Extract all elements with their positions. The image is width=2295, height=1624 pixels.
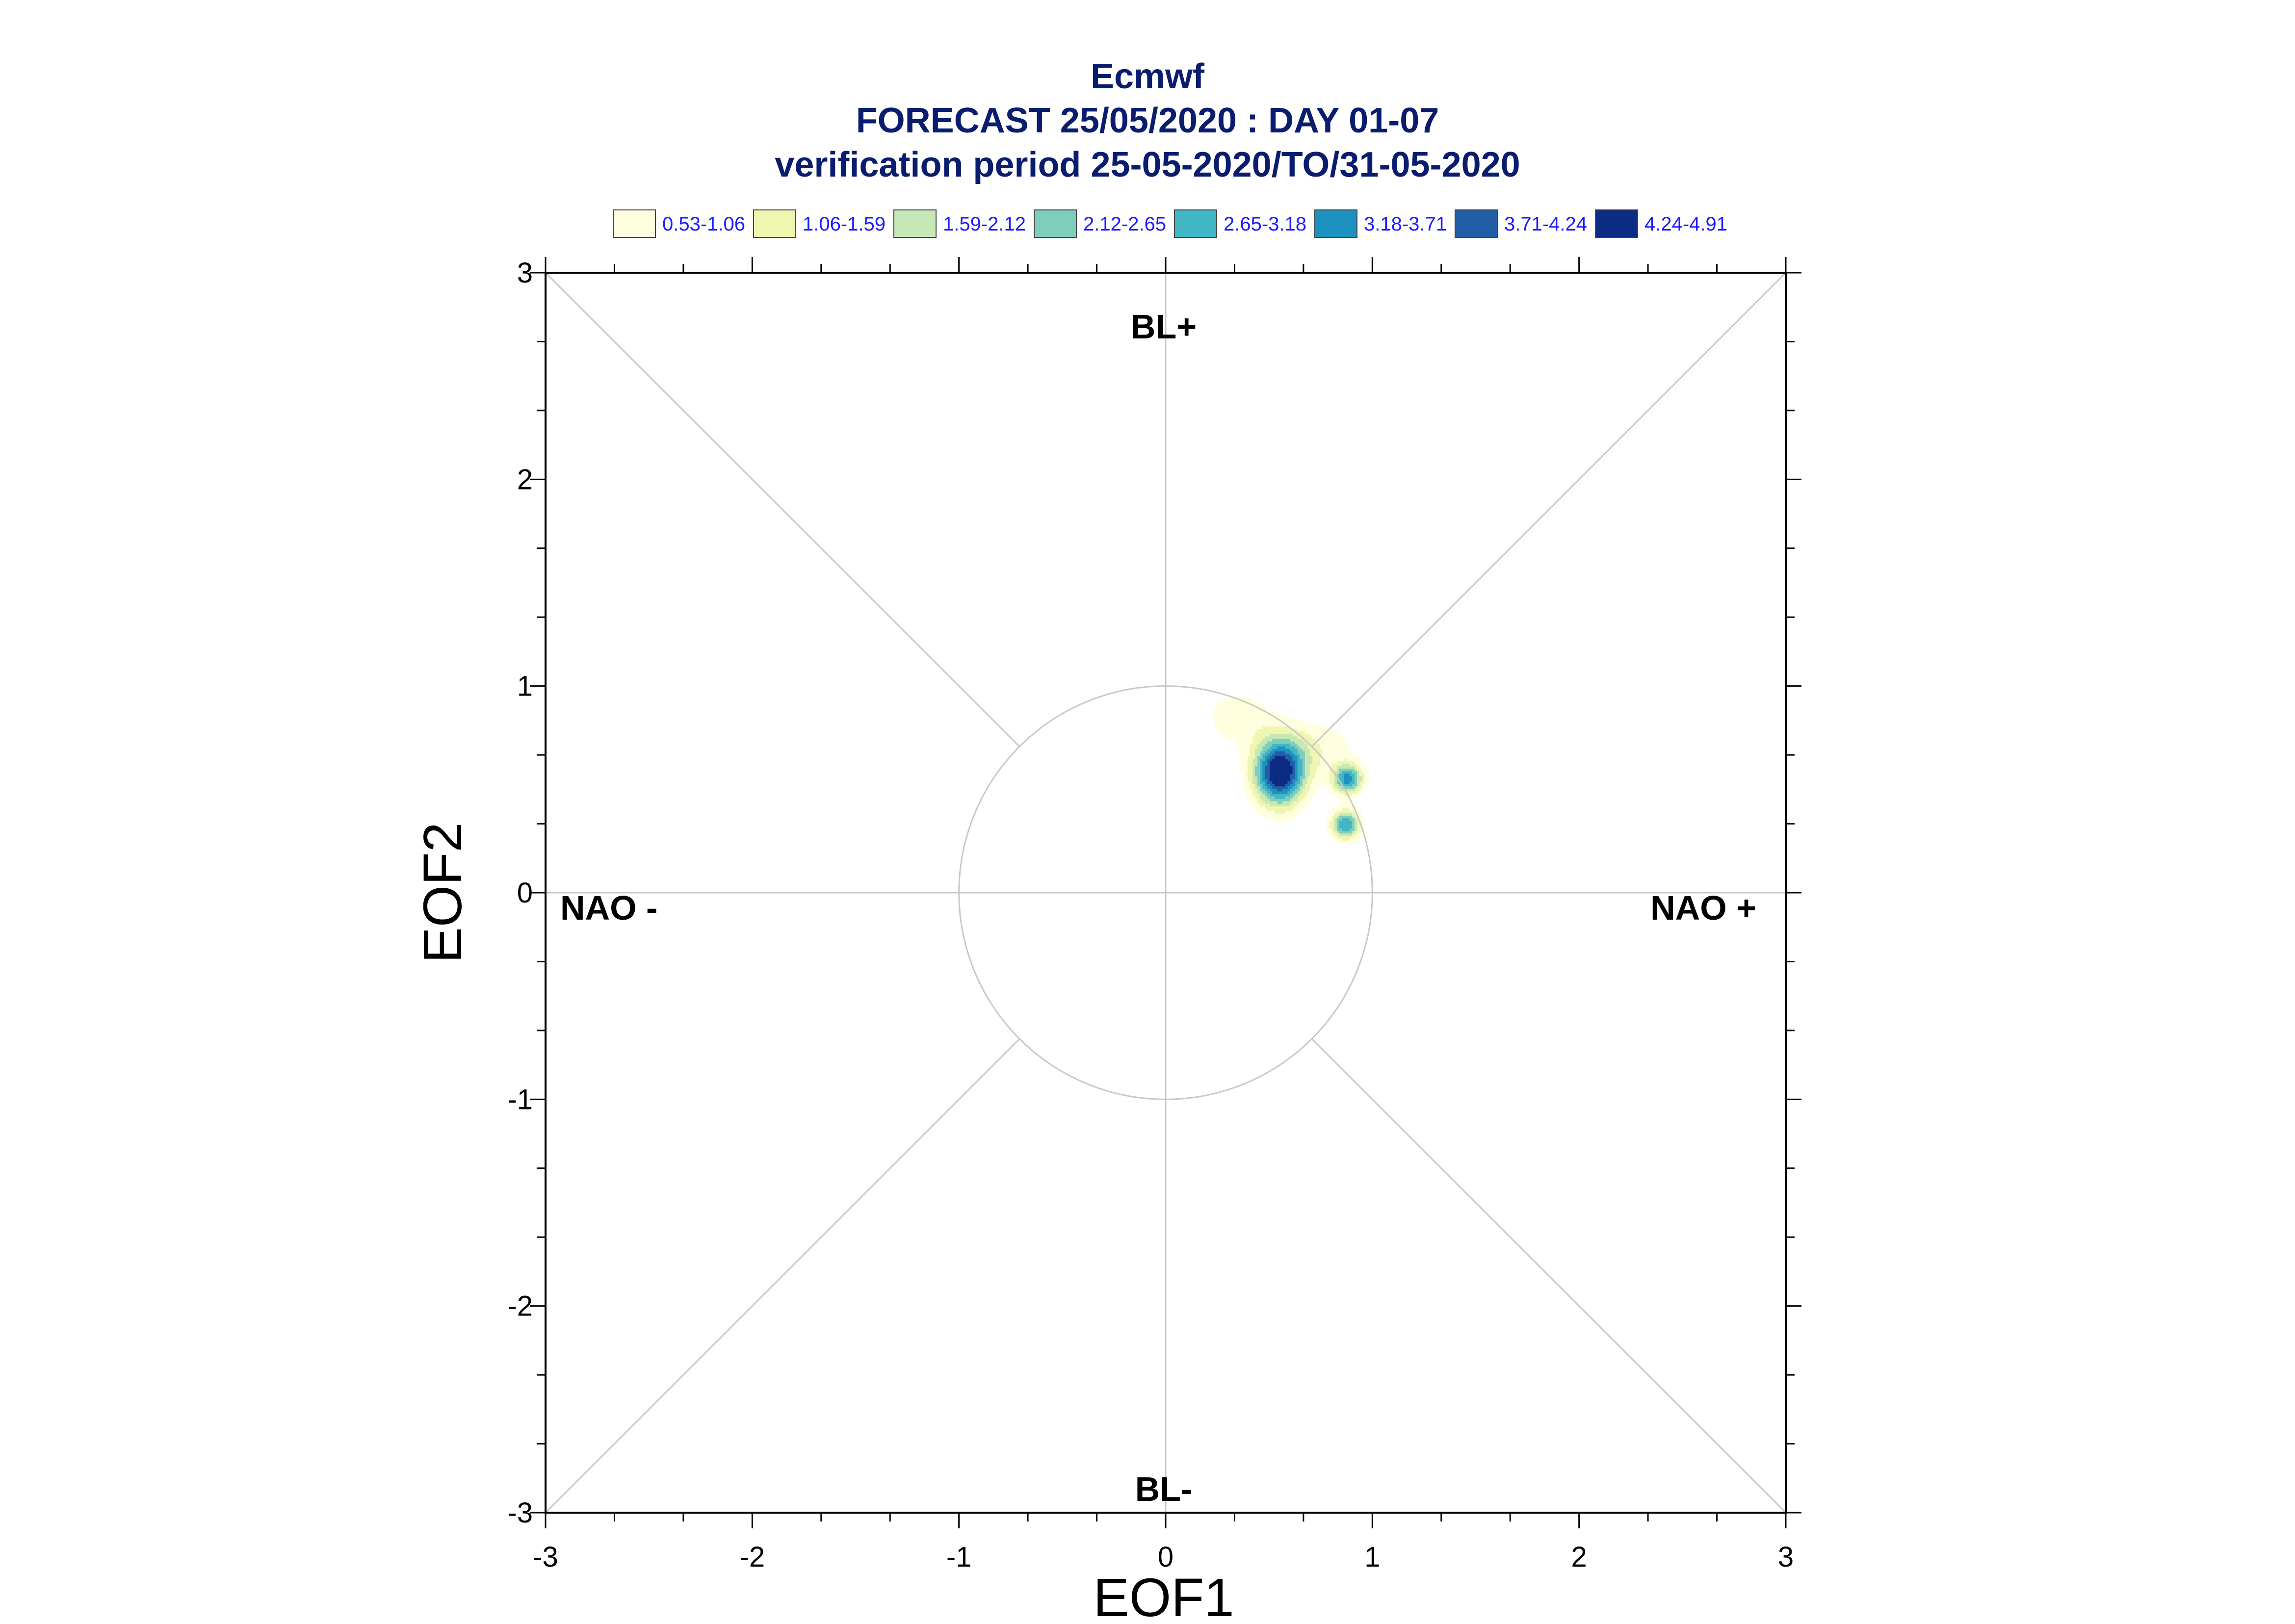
diagonal-guide [1311, 1038, 1787, 1514]
legend-swatch [1174, 209, 1217, 238]
legend-swatch [1314, 209, 1357, 238]
legend-swatch [1455, 209, 1498, 238]
x-tick-label: -3 [533, 1541, 558, 1573]
x-axis-title: EOF1 [1093, 1568, 1234, 1624]
diagonal-guide [545, 1038, 1020, 1514]
chart-title-line-1: Ecmwf [1091, 57, 1205, 96]
density-contours [1213, 696, 1370, 844]
y-tick-label: 3 [517, 257, 533, 289]
diagonal-guide [545, 272, 1020, 748]
legend-swatch [1595, 209, 1638, 238]
legend-label: 0.53-1.06 [662, 213, 745, 235]
y-tick-label: 2 [517, 464, 533, 495]
diagonal-guide [1311, 272, 1787, 748]
guide-lines [545, 272, 1787, 1514]
y-tick-label: -3 [507, 1497, 533, 1529]
legend-swatch [753, 209, 796, 238]
y-tick-label: 0 [517, 877, 533, 909]
axes: -3 -2 -1 0 1 2 3 -3 -2 -1 0 1 2 3 [507, 257, 1801, 1573]
density-level-8 [1270, 756, 1293, 787]
region-label-nao-plus: NAO + [1650, 889, 1756, 927]
legend-label: 2.65-3.18 [1224, 213, 1306, 235]
legend-swatch [1034, 209, 1077, 238]
x-tick-label: 2 [1571, 1541, 1587, 1573]
y-axis-title: EOF2 [413, 822, 473, 963]
x-tick-label: 1 [1364, 1541, 1380, 1573]
y-tick-label: -1 [507, 1083, 533, 1115]
legend-label: 1.06-1.59 [803, 213, 886, 235]
x-tick-label: 3 [1778, 1541, 1794, 1573]
legend-label: 1.59-2.12 [943, 213, 1026, 235]
region-label-bl-minus: BL- [1135, 1470, 1193, 1508]
x-tick-label: -1 [946, 1541, 972, 1573]
legend-swatch [893, 209, 937, 238]
x-tick-label: -2 [740, 1541, 765, 1573]
legend: 0.53-1.06 1.06-1.59 1.59-2.12 2.12-2.65 2.65… [613, 209, 1727, 238]
chart-title-line-3: verification period 25-05-2020/TO/31-05-… [775, 145, 1520, 184]
legend-swatch [613, 209, 656, 238]
x-tick-label: 0 [1158, 1541, 1174, 1573]
legend-label: 2.12-2.65 [1083, 213, 1166, 235]
region-label-bl-plus: BL+ [1131, 308, 1197, 346]
legend-label: 3.18-3.71 [1364, 213, 1447, 235]
legend-label: 3.71-4.24 [1504, 213, 1587, 235]
y-tick-label: -2 [507, 1290, 533, 1322]
region-label-nao-minus: NAO - [560, 889, 657, 927]
y-tick-label: 1 [517, 670, 533, 702]
chart-title-line-2: FORECAST 25/05/2020 : DAY 01-07 [856, 101, 1439, 140]
legend-label: 4.24-4.91 [1644, 213, 1727, 235]
